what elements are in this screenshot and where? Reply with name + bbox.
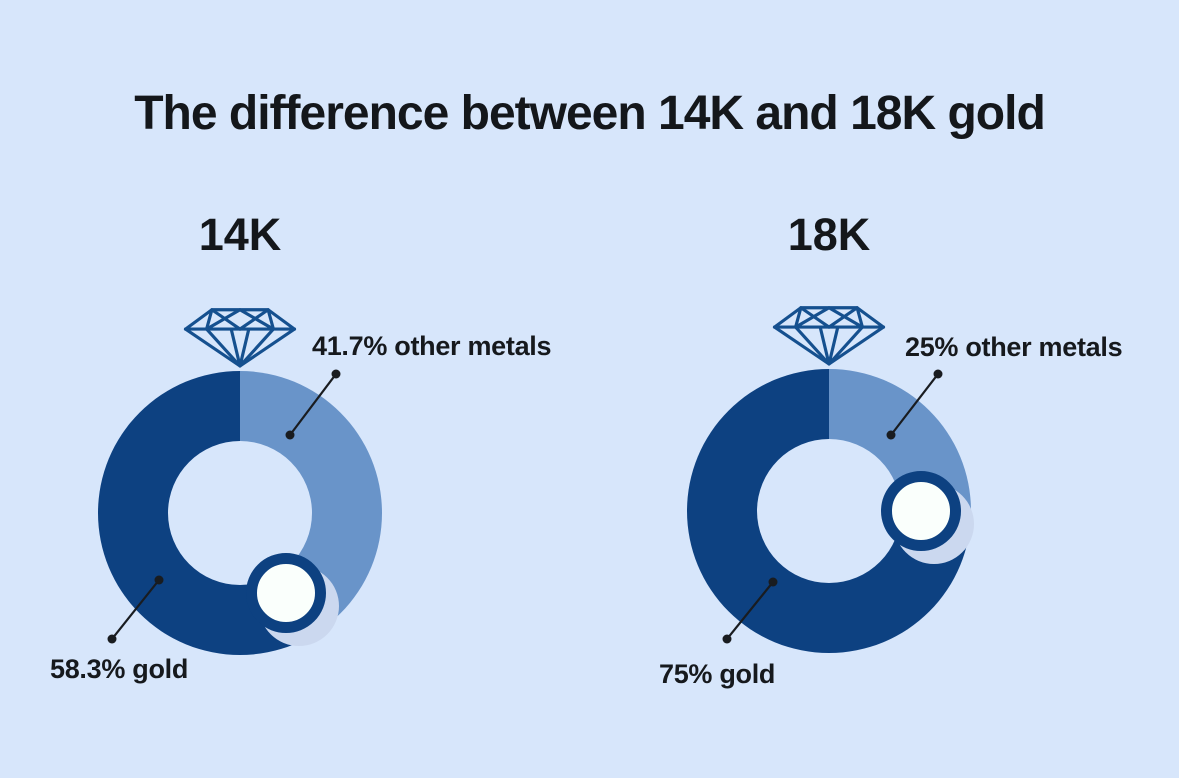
karat-heading-18k: 18K bbox=[787, 209, 871, 260]
page-title: The difference between 14K and 18K gold bbox=[134, 87, 1046, 140]
label-gold-18k: 75% gold bbox=[659, 659, 776, 689]
label-gold-14k: 58.3% gold bbox=[50, 654, 189, 684]
label-other-metals-14k: 41.7% other metals bbox=[312, 331, 552, 361]
label-other-metals-18k: 25% other metals bbox=[905, 332, 1123, 362]
ring-gem bbox=[881, 471, 961, 551]
donut-chart-18k bbox=[687, 369, 971, 653]
donut-hole bbox=[757, 439, 901, 583]
diamond-ring-icon bbox=[771, 304, 887, 366]
ring-gem bbox=[245, 552, 326, 633]
diamond-ring-icon bbox=[182, 306, 298, 368]
karat-heading-14k: 14K bbox=[198, 209, 282, 260]
donut-chart-14k bbox=[98, 371, 382, 655]
